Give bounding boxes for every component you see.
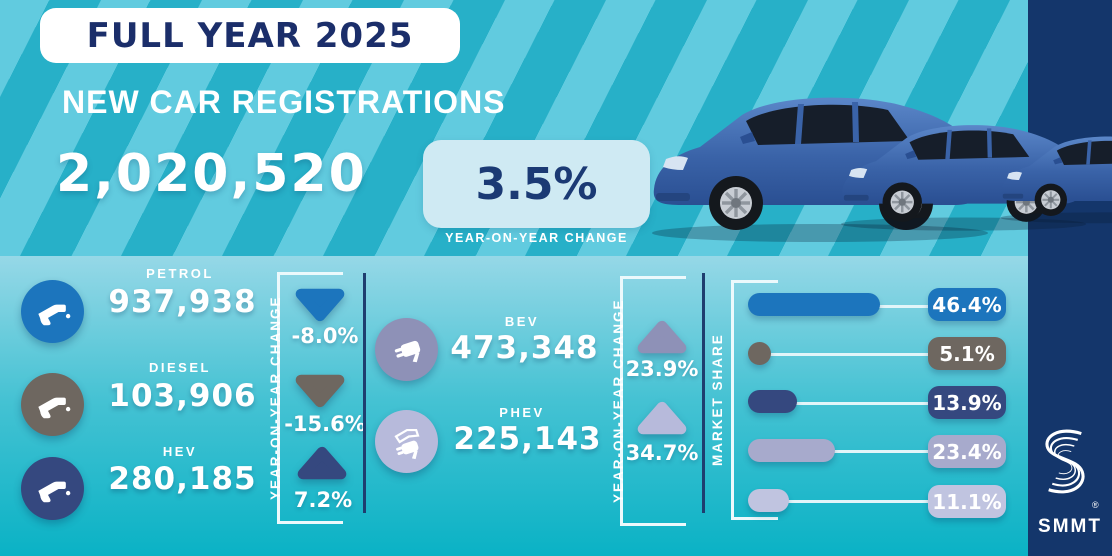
market-share-badge-phev: 11.1% [928, 485, 1006, 518]
phev-label: PHEV [499, 405, 545, 420]
bev-up-arrow-icon [637, 320, 687, 354]
market-share-bar-petrol [748, 293, 880, 316]
total-registrations: 2,020,520 [56, 144, 367, 204]
plug-pump-glyph [393, 428, 419, 459]
bev-label: BEV [504, 314, 540, 329]
diesel-value: 103,906 [108, 378, 257, 414]
petrol-pump-icon [21, 280, 84, 343]
page-title: NEW CAR REGISTRATIONS [62, 84, 506, 120]
market-share-axis-label: MARKET SHARE [710, 333, 725, 467]
brand-name: SMMT [1038, 516, 1102, 537]
market-share-bracket [731, 280, 778, 520]
yoy-change-value: 3.5% [475, 158, 598, 210]
yoy-change-caption: YEAR-ON-YEAR CHANGE [445, 231, 628, 245]
period-label: FULL YEAR 2025 [86, 15, 414, 56]
phev-change: 34.7% [625, 441, 699, 465]
market-share-badge-diesel: 5.1% [928, 337, 1006, 370]
market-share-value-phev: 11.1% [932, 489, 1002, 514]
blue-cars-illustration [650, 95, 1112, 244]
diesel-pump-icon [21, 373, 84, 436]
market-share-value-hev: 13.9% [932, 390, 1002, 415]
bev-value: 473,348 [450, 330, 599, 366]
hybrid-pump-icon [21, 457, 84, 520]
smmt-logo-icon [1045, 429, 1085, 494]
column-divider [702, 273, 705, 513]
hev-change: 7.2% [293, 488, 353, 512]
petrol-value: 937,938 [108, 284, 257, 320]
market-share-value-diesel: 5.1% [939, 341, 995, 366]
petrol-label: PETROL [146, 266, 214, 281]
fuel-nozzle-glyph [37, 397, 70, 418]
diesel-change: -15.6% [284, 412, 366, 436]
market-share-badge-hev: 13.9% [928, 386, 1006, 419]
market-share-bar-diesel [748, 342, 771, 365]
mid-yoy-bracket [620, 276, 686, 526]
fuel-nozzle-glyph [37, 304, 70, 325]
column-divider [363, 273, 366, 513]
market-share-line [760, 402, 935, 405]
hev-up-arrow-icon [297, 446, 347, 480]
market-share-bar-bev [748, 439, 835, 462]
yoy-change-badge: 3.5% [423, 140, 650, 228]
petrol-down-arrow-icon [295, 288, 345, 322]
market-share-line [760, 353, 935, 356]
mid-yoy-axis-label: YEAR-ON-YEAR CHANGE [611, 298, 626, 504]
market-share-bar-hev [748, 390, 797, 413]
left-yoy-axis-label: YEAR-ON-YEAR CHANGE [268, 295, 283, 501]
diesel-down-arrow-icon [295, 374, 345, 408]
market-share-line [760, 500, 935, 503]
plug-and-pump-icon [375, 410, 438, 473]
market-share-value-bev: 23.4% [932, 439, 1002, 464]
plug-glyph [394, 340, 420, 362]
registered-mark: ® [1092, 500, 1099, 510]
fuel-nozzle-glyph [37, 481, 70, 502]
phev-up-arrow-icon [637, 401, 687, 435]
ev-plug-icon [375, 318, 438, 381]
market-share-badge-petrol: 46.4% [928, 288, 1006, 321]
market-share-line [760, 450, 935, 453]
market-share-value-petrol: 46.4% [932, 292, 1002, 317]
market-share-bar-phev [748, 489, 789, 512]
petrol-change: -8.0% [291, 324, 359, 348]
diesel-label: DIESEL [149, 360, 211, 375]
bev-change: 23.9% [625, 357, 699, 381]
hev-value: 280,185 [108, 461, 257, 497]
phev-value: 225,143 [453, 421, 602, 457]
market-share-badge-bev: 23.4% [928, 435, 1006, 468]
period-badge: FULL YEAR 2025 [40, 8, 460, 63]
hev-label: HEV [162, 444, 198, 459]
left-yoy-bracket [277, 272, 343, 524]
